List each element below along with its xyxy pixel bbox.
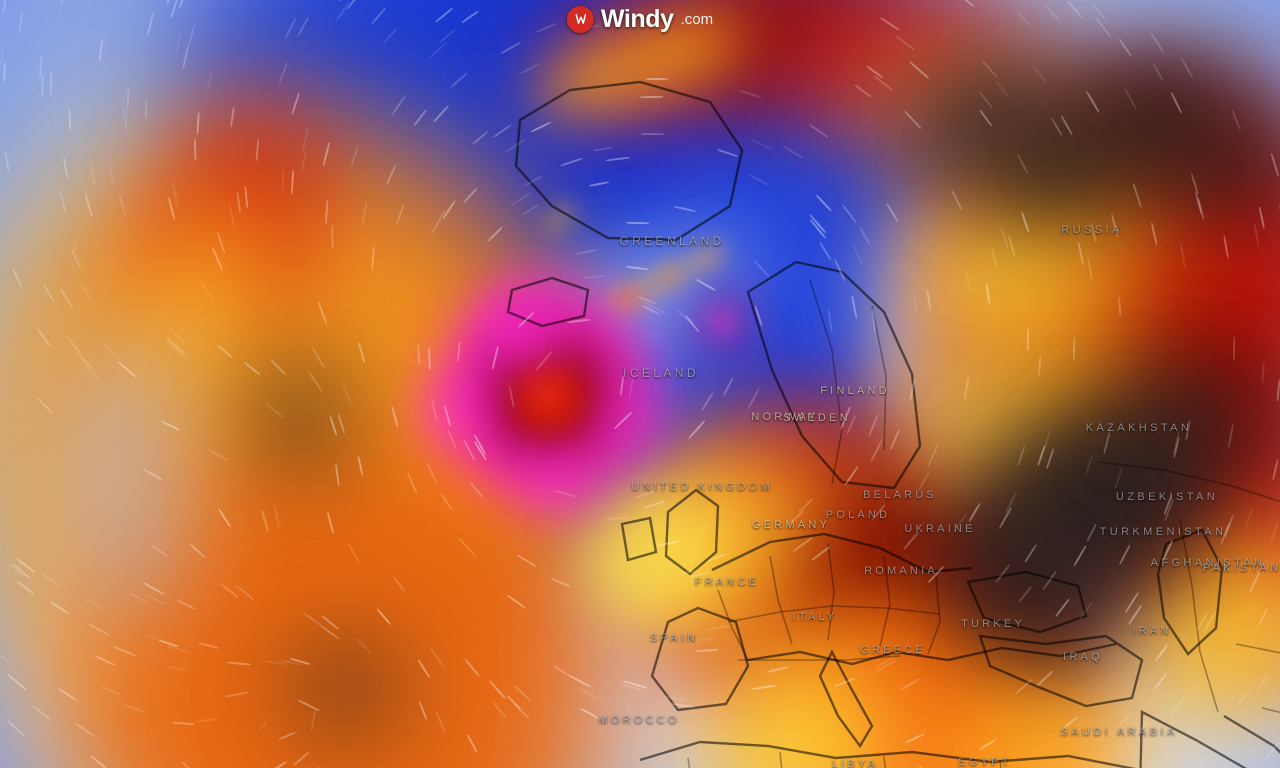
windy-glyph-icon xyxy=(575,13,586,24)
windy-wordmark: Windy xyxy=(600,5,674,33)
windy-w-mark-icon xyxy=(566,6,594,33)
windy-tld: .com xyxy=(680,11,714,28)
windy-logo[interactable]: Windy .com xyxy=(566,5,714,33)
